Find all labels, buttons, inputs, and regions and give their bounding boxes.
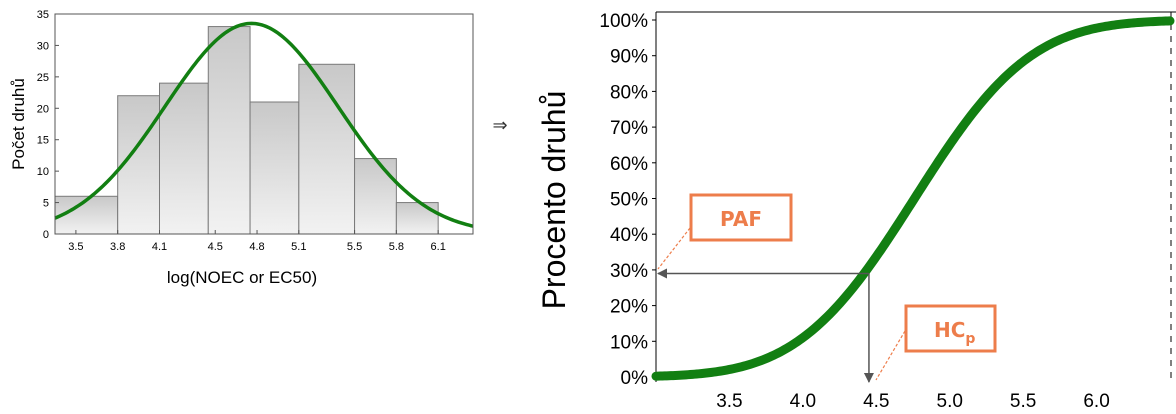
histogram-x-tick-label: 4.8 bbox=[249, 241, 264, 253]
histogram-bar bbox=[249, 101, 300, 235]
histogram-chart: 0 5 10 15 20 25 30 35 3.5 3.8 4.1 4.5 4.8 5.1 5.5 5.8 6… bbox=[9, 9, 474, 287]
cdf-curve bbox=[651, 16, 1175, 381]
cdf-x-tick-label: 3.5 bbox=[716, 391, 742, 412]
histogram-y-tick-label: 10 bbox=[37, 166, 49, 178]
histogram-bars bbox=[54, 26, 439, 235]
cdf-x-tick-label: 6.0 bbox=[1083, 391, 1109, 412]
hcp-callout: HCp bbox=[875, 304, 997, 381]
histogram-x-tick-label: 3.5 bbox=[68, 241, 83, 253]
paf-callout: PAF bbox=[657, 193, 793, 270]
histogram-bar bbox=[159, 82, 209, 235]
histogram-x-tick-label: 5.5 bbox=[347, 241, 362, 253]
histogram-x-tick-label: 6.1 bbox=[431, 241, 446, 253]
histogram-x-tick-label: 5.8 bbox=[389, 241, 404, 253]
cdf-y-tick-label: 40% bbox=[610, 225, 648, 246]
histogram-y-axis-label: Počet druhů bbox=[9, 78, 28, 170]
cdf-y-tick-label: 50% bbox=[610, 190, 648, 211]
cdf-y-tick-label: 80% bbox=[610, 82, 648, 103]
cdf-x-tick-label: 5.0 bbox=[937, 391, 963, 412]
histogram-x-tick-label: 5.1 bbox=[291, 241, 306, 253]
histogram-y-tick-label: 0 bbox=[43, 229, 49, 241]
cdf-x-tick-label: 4.5 bbox=[863, 391, 889, 412]
transition-arrow-icon: ⇒ bbox=[492, 115, 507, 135]
histogram-y-ticks: 0 5 10 15 20 25 30 35 bbox=[37, 9, 59, 241]
cdf-y-tick-label: 70% bbox=[610, 118, 648, 139]
histogram-y-tick-label: 35 bbox=[37, 9, 49, 21]
cdf-y-tick-label: 10% bbox=[610, 332, 648, 353]
histogram-bar bbox=[395, 202, 439, 235]
cdf-y-tick-label: 100% bbox=[599, 11, 648, 32]
cdf-y-tick-label: 60% bbox=[610, 154, 648, 175]
histogram-y-tick-label: 25 bbox=[37, 72, 49, 84]
histogram-x-ticks: 3.5 3.8 4.1 4.5 4.8 5.1 5.5 5.8 6.1 bbox=[68, 230, 446, 253]
cdf-y-tick-label: 0% bbox=[621, 368, 649, 389]
cdf-x-ticks: 3.5 4.0 4.5 5.0 5.5 6.0 bbox=[716, 391, 1110, 412]
histogram-frame bbox=[54, 13, 474, 235]
histogram-x-axis-label: log(NOEC or EC50) bbox=[167, 268, 317, 287]
paf-box bbox=[689, 193, 793, 242]
histogram-bar bbox=[354, 158, 397, 235]
histogram-fit-curve bbox=[54, 21, 474, 228]
histogram-x-tick-label: 3.8 bbox=[110, 241, 125, 253]
histogram-y-tick-label: 30 bbox=[37, 40, 49, 52]
histogram-y-tick-label: 5 bbox=[43, 198, 49, 210]
histogram-x-tick-label: 4.5 bbox=[208, 241, 223, 253]
cdf-x-tick-label: 5.5 bbox=[1010, 391, 1036, 412]
cdf-y-axis-label: Procento druhů bbox=[536, 91, 572, 310]
cdf-chart: 0% 10% 20% 30% 40% 50% 60% 70% 80% 90% 100% 3.5 4.0… bbox=[536, 11, 1176, 412]
hcp-leader-line bbox=[875, 330, 906, 381]
cdf-y-tick-label: 20% bbox=[610, 297, 648, 318]
hcp-label: HCp bbox=[934, 318, 975, 347]
cdf-x-tick-label: 4.0 bbox=[790, 391, 816, 412]
cdf-y-tick-label: 90% bbox=[610, 47, 648, 68]
histogram-y-tick-label: 15 bbox=[37, 135, 49, 147]
histogram-bar bbox=[207, 26, 251, 235]
histogram-x-tick-label: 4.1 bbox=[152, 241, 167, 253]
histogram-y-tick-label: 20 bbox=[37, 103, 49, 115]
cdf-y-tick-label: 30% bbox=[610, 261, 648, 282]
cdf-y-ticks: 0% 10% 20% 30% 40% 50% 60% 70% 80% 90% 100% bbox=[599, 11, 656, 389]
paf-label: PAF bbox=[720, 207, 762, 231]
hcp-box bbox=[904, 304, 997, 353]
paf-leader-line bbox=[657, 227, 691, 270]
